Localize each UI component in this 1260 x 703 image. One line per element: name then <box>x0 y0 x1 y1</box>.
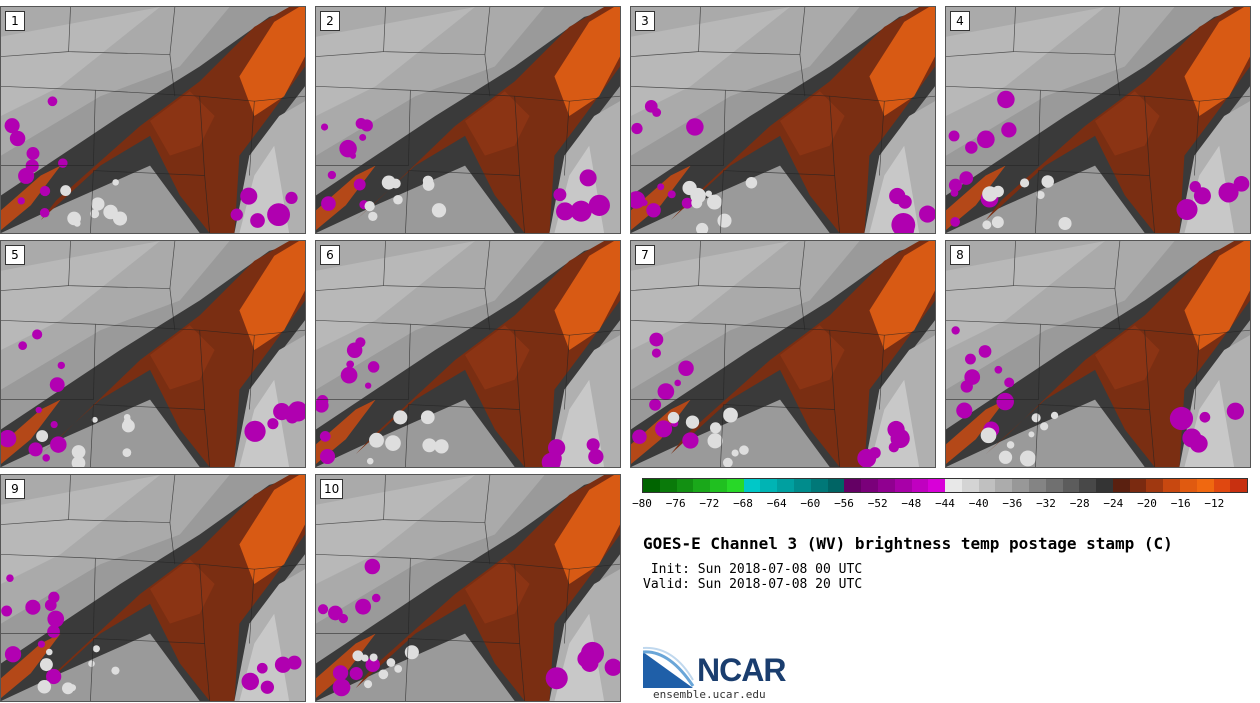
colorbar-swatch <box>760 479 778 492</box>
ncar-logo-icon <box>643 646 695 688</box>
colorbar-ticks: −80 −76 −72 −68 −64 −60 −56 −52 −48 −44 −40 −36 −32−… <box>632 497 1248 513</box>
colorbar-swatch <box>894 479 912 492</box>
colorbar-tick-label: −16 <box>1170 497 1191 510</box>
colorbar-tick-label: −44 <box>935 497 955 510</box>
colorbar-swatch <box>1180 479 1197 492</box>
stamp-panel-1: 1 <box>0 6 306 234</box>
colorbar-swatch <box>995 479 1013 492</box>
colorbar-swatch <box>1062 479 1080 492</box>
stamp-panel-5: 5 <box>0 240 306 468</box>
figure-title: GOES-E Channel 3 (WV) brightness temp po… <box>643 534 1173 553</box>
colorbar-swatch <box>1213 479 1231 492</box>
colorbar-swatch <box>1146 479 1164 492</box>
colorbar-tick-label: −76 <box>665 497 686 510</box>
colorbar-swatch <box>810 479 828 492</box>
stamp-panel-7: 7 <box>630 240 936 468</box>
stamp-panel-8: 8 <box>945 240 1251 468</box>
colorbar-swatch <box>1112 479 1130 492</box>
colorbar-tick-label: −12 <box>1204 497 1225 510</box>
colorbar-swatch <box>1163 479 1180 492</box>
colorbar-tick-label: −80 <box>632 497 652 510</box>
colorbar-swatch <box>877 479 895 492</box>
colorbar-swatch <box>827 479 845 492</box>
colorbar-swatch <box>643 479 660 492</box>
colorbar-swatch <box>861 479 878 492</box>
colorbar-tick-label: −64 <box>766 497 787 510</box>
panel-number: 6 <box>320 245 340 265</box>
site-url: ensemble.ucar.edu <box>653 688 766 701</box>
colorbar-swatch <box>1012 479 1029 492</box>
colorbar-swatch <box>1096 479 1113 492</box>
stamp-panel-4: 4 <box>945 6 1251 234</box>
panel-number: 8 <box>950 245 970 265</box>
stamp-panel-3: 3 <box>630 6 936 234</box>
colorbar-tick-label: −72 <box>699 497 720 510</box>
panel-number: 7 <box>635 245 655 265</box>
colorbar-tick-label: −24 <box>1103 497 1124 510</box>
colorbar-tick-label: −56 <box>834 497 854 510</box>
colorbar-swatch <box>726 479 744 492</box>
colorbar-tick-label: −68 <box>733 497 753 510</box>
colorbar-tick-label: −40 <box>968 497 989 510</box>
panel-number: 5 <box>5 245 25 265</box>
logo-text: NCAR <box>697 652 786 688</box>
colorbar-tick-label: −48 <box>901 497 922 510</box>
colorbar-swatch <box>928 479 946 492</box>
valid-time: Valid: Sun 2018-07-08 20 UTC <box>643 577 863 592</box>
colorbar-swatch <box>961 479 979 492</box>
colorbar-swatch <box>794 479 811 492</box>
colorbar-swatch <box>1028 479 1046 492</box>
colorbar <box>642 478 1248 493</box>
colorbar-swatch <box>945 479 962 492</box>
colorbar-swatch <box>710 479 727 492</box>
colorbar-swatch <box>911 479 929 492</box>
colorbar-swatch <box>1129 479 1147 492</box>
panel-number: 4 <box>950 11 970 31</box>
panel-number: 10 <box>320 479 344 499</box>
panel-number: 1 <box>5 11 25 31</box>
colorbar-tick-label: −60 <box>800 497 821 510</box>
colorbar-swatch <box>693 479 711 492</box>
colorbar-swatch <box>659 479 677 492</box>
time-info: Init: Sun 2018-07-08 00 UTC Valid: Sun 2… <box>643 562 862 592</box>
stamp-panel-6: 6 <box>315 240 621 468</box>
colorbar-swatch <box>1230 479 1248 492</box>
stamp-panel-10: 10 <box>315 474 621 702</box>
colorbar-swatch <box>978 479 996 492</box>
stamp-panel-9: 9 <box>0 474 306 702</box>
colorbar-swatch <box>676 479 694 492</box>
colorbar-tick-label: −20 <box>1137 497 1157 510</box>
panel-number: 3 <box>635 11 655 31</box>
colorbar-tick-label: −28 <box>1069 497 1090 510</box>
colorbar-swatch <box>1045 479 1063 492</box>
colorbar-swatch <box>844 479 862 492</box>
stamp-panel-2: 2 <box>315 6 621 234</box>
colorbar-swatch <box>777 479 795 492</box>
colorbar-tick-label: −52 <box>867 497 888 510</box>
colorbar-swatch <box>1196 479 1214 492</box>
colorbar-tick-label: −32 <box>1036 497 1056 510</box>
colorbar-tick-label: −36 <box>1002 497 1023 510</box>
colorbar-swatch <box>1079 479 1097 492</box>
init-time: Init: Sun 2018-07-08 00 UTC <box>643 562 863 577</box>
panel-number: 2 <box>320 11 340 31</box>
panel-number: 9 <box>5 479 25 499</box>
colorbar-swatch <box>743 479 761 492</box>
